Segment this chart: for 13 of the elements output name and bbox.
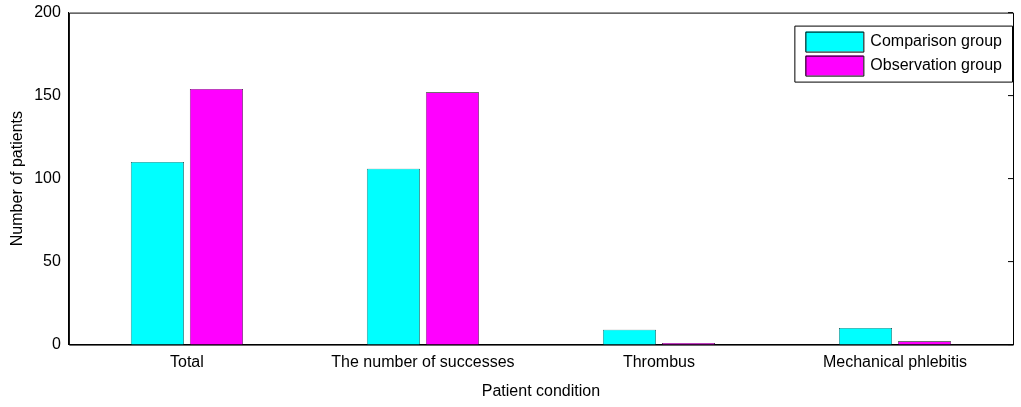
x-tick-label: Total bbox=[170, 352, 204, 370]
y-tick-label: 150 bbox=[34, 86, 61, 104]
y-tick-label: 200 bbox=[34, 3, 61, 21]
x-tick-label: Thrombus bbox=[622, 352, 695, 370]
y-axis-title: Number of patients bbox=[8, 111, 26, 247]
x-axis-title: Patient condition bbox=[481, 381, 601, 399]
y-tick-label: 100 bbox=[34, 169, 61, 187]
legend-label: Observation group bbox=[870, 56, 1003, 74]
y-tick-label: 0 bbox=[51, 335, 61, 353]
x-tick-label: Mechanical phlebitis bbox=[822, 352, 968, 370]
x-tick-label: The number of successes bbox=[331, 352, 515, 370]
legend-label: Comparison group bbox=[870, 32, 1003, 50]
y-tick-label: 50 bbox=[43, 252, 61, 270]
